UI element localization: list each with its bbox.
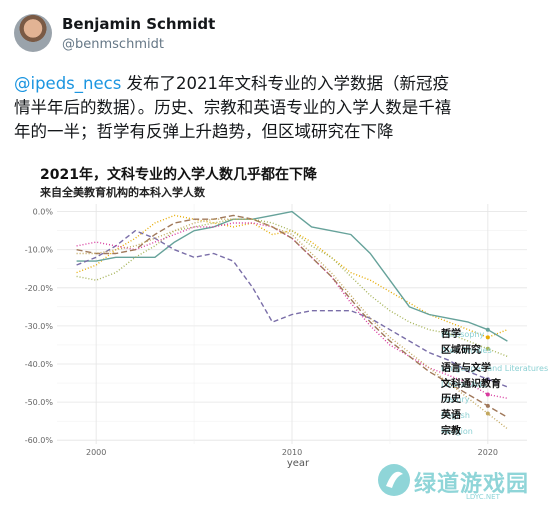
x-tick-label: 2000 — [86, 448, 106, 457]
y-tick-label: -50.0% — [25, 398, 54, 407]
tweet-text-line3: 年的一半；哲学有反弹上升趋势，但区域研究在下降 — [14, 122, 394, 141]
x-tick-label: 2010 — [282, 448, 302, 457]
series-end-point — [485, 346, 490, 351]
series-end-point — [485, 377, 490, 382]
faded-english-labels: Philosophy Area Studies Languages and Lite… — [441, 330, 548, 436]
faded-series-label: Languages and Literatures — [441, 364, 548, 373]
series-end-point — [485, 335, 490, 340]
y-tick-label: 0.0% — [33, 208, 54, 217]
series-line — [76, 210, 508, 342]
author-handle[interactable]: @benmschmidt — [62, 37, 164, 52]
faded-series-label: Liberal Arts — [441, 380, 487, 389]
series-label: 宗教 — [441, 424, 462, 437]
chart-subtitle: 来自全美教育机构的本科入学人数 — [40, 186, 205, 199]
y-tick-label: -20.0% — [25, 284, 54, 293]
x-axis: 2000 2010 2020 — [86, 448, 498, 457]
y-axis: 0.0% -10.0% -20.0% -30.0% -40.0% -50.0% -60.0% — [25, 208, 54, 446]
series-lines — [76, 210, 508, 430]
avatar[interactable] — [14, 14, 52, 52]
faded-series-label: Religion — [441, 427, 473, 436]
tweet-text-line1: 发布了2021年文科专业的入学数据（新冠疫 — [121, 74, 450, 93]
series-line — [76, 214, 508, 338]
y-tick-label: -10.0% — [25, 246, 54, 255]
y-tick-label: -30.0% — [25, 322, 54, 331]
y-tick-label: -40.0% — [25, 360, 54, 369]
x-axis-title: year — [287, 458, 310, 469]
watermark-subtext: LDYC.NET — [466, 493, 500, 501]
series-end-point — [485, 392, 490, 397]
series-label: 文科通识教育 — [441, 377, 501, 390]
faded-series-label: English — [441, 411, 470, 420]
series-label: 区域研究 — [441, 343, 481, 356]
y-tick-label: -60.0% — [25, 436, 54, 445]
series-line — [76, 218, 508, 430]
faded-series-label: Philosophy — [441, 330, 484, 339]
series-end-point — [485, 403, 490, 408]
author-name[interactable]: Benjamin Schmidt — [62, 15, 216, 33]
series-label: 语言与文学 — [441, 361, 491, 374]
series-label: 历史 — [441, 392, 462, 405]
faded-series-label: History — [441, 395, 470, 404]
mention-link[interactable]: @ipeds_necs — [14, 74, 122, 93]
watermark-text: 绿道游戏园 — [414, 472, 530, 497]
series-end-point — [485, 327, 490, 332]
faded-series-label: Area Studies — [441, 346, 492, 355]
series-line — [76, 214, 508, 418]
watermark-logo-icon — [378, 464, 410, 496]
series-label: 英语 — [440, 408, 461, 421]
chart-title: 2021年，文科专业的入学人数几乎都在下降 — [40, 167, 317, 183]
series-end-point — [485, 411, 490, 416]
tweet-text-line2: 情半年后的数据）。历史、宗教和英语专业的入学人数是千禧 — [14, 98, 452, 117]
series-label: 哲学 — [441, 327, 461, 340]
tweet-text: @ipeds_necs 发布了2021年文科专业的入学数据（新冠疫 情半年后的数… — [14, 72, 529, 144]
series-line — [76, 229, 508, 388]
x-tick-label: 2020 — [478, 448, 498, 457]
